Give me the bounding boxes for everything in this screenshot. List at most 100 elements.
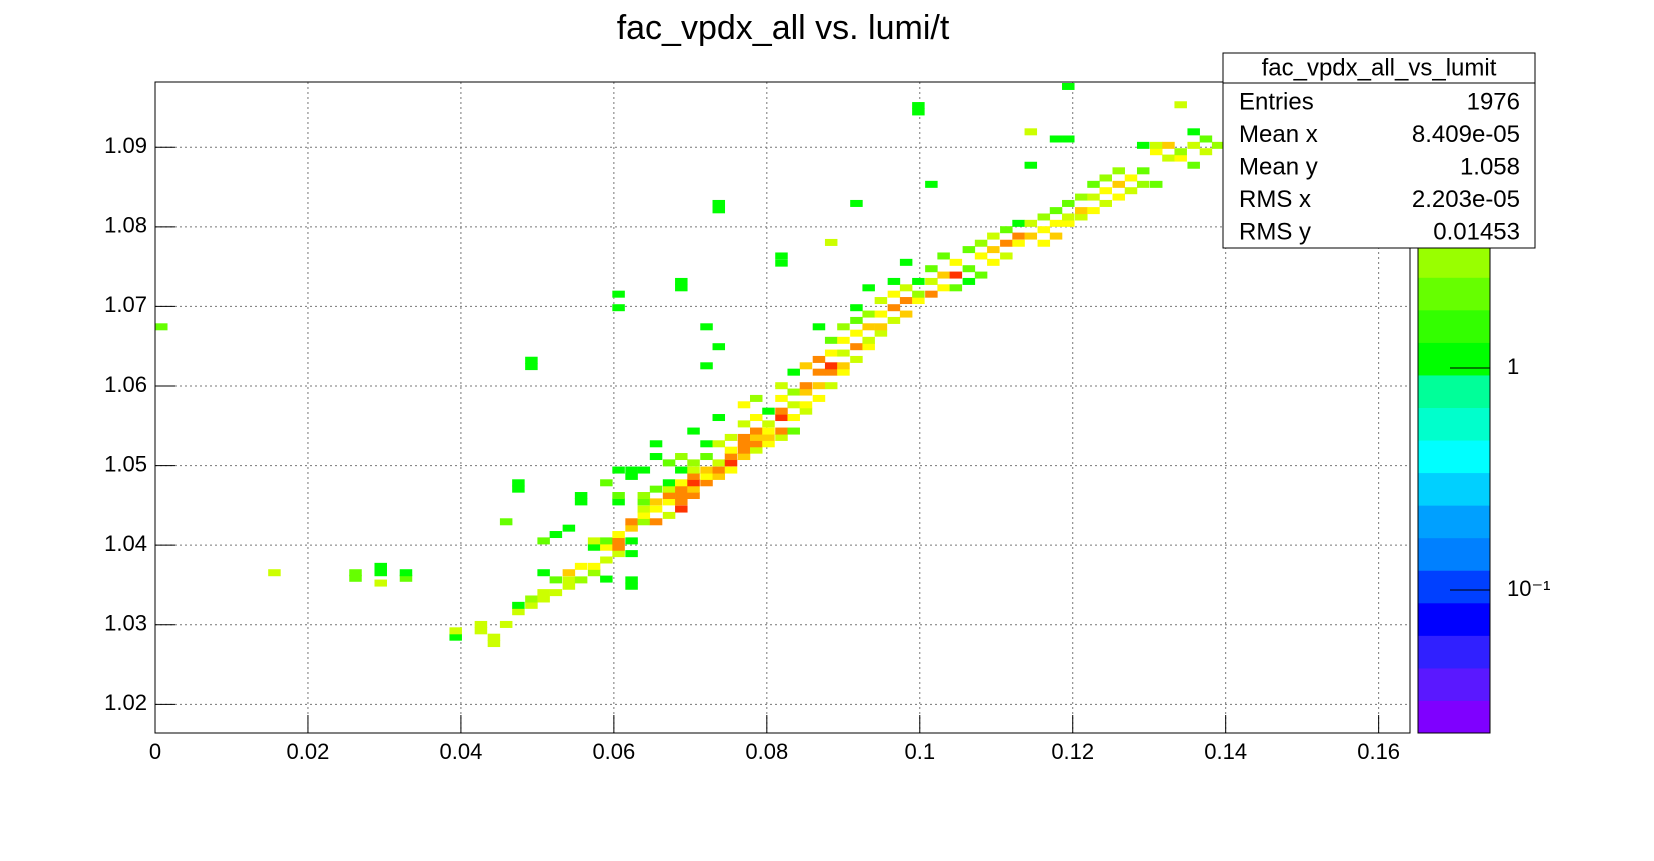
heatmap-cell [824, 349, 838, 357]
heatmap-cell [1136, 141, 1150, 149]
heatmap-cell [662, 479, 676, 487]
heatmap-cell [449, 627, 462, 635]
heatmap-cell [625, 550, 638, 558]
heatmap-cell [487, 640, 501, 648]
heatmap-cell [850, 355, 863, 363]
heatmap-cell [1099, 199, 1113, 207]
heatmap-cell [1012, 232, 1025, 240]
heatmap-cell [1000, 226, 1013, 234]
heatmap-cell [1037, 213, 1051, 221]
heatmap-cell [937, 252, 950, 260]
heatmap-cell [1136, 180, 1150, 188]
heatmap-cell [637, 518, 651, 526]
heatmap-cell [962, 265, 976, 273]
heatmap-cell [775, 433, 788, 441]
heatmap-cell [1062, 135, 1075, 143]
heatmap-cell [749, 433, 763, 441]
heatmap-cell [1049, 232, 1063, 240]
heatmap-cell [1000, 252, 1013, 260]
heatmap-cell [799, 407, 813, 415]
heatmap-cell [600, 479, 613, 487]
colorbar-band [1418, 440, 1490, 474]
heatmap-cell [749, 427, 763, 435]
heatmap-cell [749, 394, 763, 402]
heatmap-cell [637, 492, 651, 500]
heatmap-cell [512, 485, 525, 493]
heatmap-cell [887, 277, 901, 285]
heatmap-cell [724, 466, 738, 474]
heatmap-cell [837, 336, 850, 344]
heatmap-cell [862, 336, 875, 344]
heatmap-cell [474, 620, 488, 628]
x-tick-label: 0 [149, 739, 161, 764]
heatmap-cell [1099, 174, 1113, 182]
heatmap-cell [649, 485, 663, 493]
colorbar-band [1418, 374, 1490, 408]
heatmap-cell [837, 362, 850, 370]
heatmap-cell [737, 433, 751, 441]
heatmap-cell [374, 562, 387, 570]
heatmap-cell [487, 633, 501, 641]
heatmap-cell [1024, 161, 1038, 169]
heatmap-cell [949, 271, 963, 279]
heatmap-cell [537, 569, 550, 577]
heatmap-cell [912, 108, 925, 116]
heatmap-cell [712, 199, 726, 207]
heatmap-cell [675, 492, 688, 500]
colorbar-band [1418, 407, 1490, 441]
heatmap-cell [374, 569, 387, 577]
heatmap-cell [587, 569, 601, 577]
heatmap-cell [899, 297, 913, 305]
heatmap-cell [625, 582, 638, 590]
heatmap-cell [1174, 101, 1187, 109]
heatmap-cell [824, 382, 838, 390]
stats-value: 1976 [1467, 88, 1520, 115]
heatmap-cell [625, 472, 638, 480]
heatmap-cell [837, 349, 850, 357]
x-tick-label: 0.08 [745, 739, 788, 764]
heatmap-cell [574, 492, 588, 500]
heatmap-cell [349, 574, 362, 582]
heatmap-cell [925, 180, 938, 188]
heatmap-cell [812, 382, 826, 390]
heatmap-cell [637, 511, 651, 519]
y-tick-label: 1.08 [104, 213, 147, 238]
colorbar-tick-label: 1 [1507, 354, 1519, 379]
heatmap-cell [1112, 180, 1126, 188]
heatmap-cell [637, 505, 651, 513]
stats-box [1222, 52, 1536, 249]
heatmap-cell [837, 368, 850, 376]
heatmap-cell [762, 427, 775, 435]
heatmap-cell [675, 479, 688, 487]
heatmap-cell [587, 562, 601, 570]
heatmap-cell [649, 505, 663, 513]
heatmap-cell [987, 246, 1000, 254]
heatmap-cell [912, 277, 925, 285]
heatmap-cell [1174, 154, 1187, 162]
heatmap-cell [1162, 141, 1175, 149]
heatmap-cell [525, 595, 538, 603]
heatmap-cell [775, 427, 788, 435]
heatmap-cell [824, 362, 838, 370]
x-tick-label: 0.02 [287, 739, 330, 764]
heatmap-cell [1087, 180, 1100, 188]
heatmap-cell [374, 579, 387, 587]
heatmap-cell [1062, 82, 1075, 90]
stats-label: Mean x [1239, 121, 1318, 148]
heatmap-cell [749, 440, 763, 448]
heatmap-cell [662, 485, 676, 493]
colorbar-tick-label: 10⁻¹ [1507, 576, 1550, 601]
y-tick-label: 1.05 [104, 451, 147, 476]
heatmap-cell [1075, 193, 1088, 201]
heatmap-cell [649, 453, 663, 461]
heatmap-cell [562, 582, 576, 590]
heatmap-cell [762, 420, 775, 428]
heatmap-cell [1037, 239, 1051, 247]
colorbar-band [1418, 667, 1490, 701]
heatmap-cell [874, 323, 888, 331]
heatmap-cell [600, 575, 613, 583]
x-tick-label: 0.16 [1357, 739, 1400, 764]
x-tick-label: 0.1 [904, 739, 935, 764]
heatmap-cell [899, 284, 913, 292]
heatmap-cell [799, 388, 813, 396]
